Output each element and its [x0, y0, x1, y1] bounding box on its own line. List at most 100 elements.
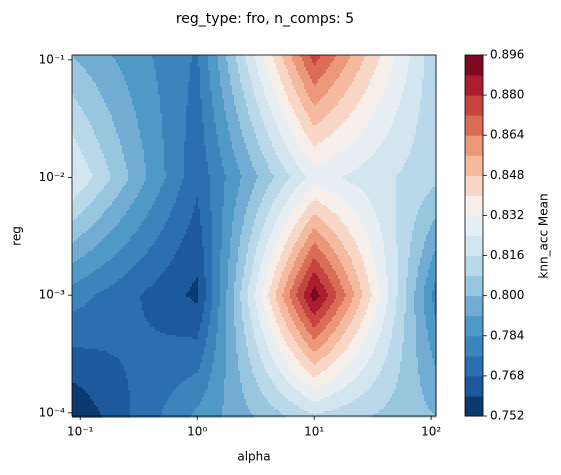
contour-band — [164, 139, 187, 142]
contour-band — [198, 101, 203, 104]
contour-band — [354, 211, 377, 214]
contour-band — [72, 225, 93, 228]
contour-band — [166, 171, 185, 174]
contour-band — [236, 277, 243, 280]
contour-band — [188, 291, 199, 294]
contour-band — [276, 121, 289, 124]
contour-band — [332, 85, 351, 88]
contour-band — [426, 323, 437, 326]
contour-band — [128, 209, 151, 212]
contour-band — [306, 369, 315, 372]
contour-band — [310, 279, 315, 282]
contour-band — [290, 295, 297, 298]
contour-band — [226, 317, 235, 320]
contour-band — [408, 65, 425, 68]
contour-band — [84, 113, 111, 116]
contour-band — [262, 257, 273, 260]
contour-band — [400, 365, 419, 368]
contour-band — [308, 331, 315, 334]
contour-band — [282, 353, 295, 356]
contour-band — [320, 359, 337, 362]
contour-band — [224, 99, 235, 102]
contour-band — [292, 385, 311, 388]
contour-band — [314, 289, 317, 292]
contour-band — [314, 361, 319, 364]
contour-band — [292, 59, 303, 62]
contour-band — [246, 143, 259, 146]
contour-band — [212, 281, 221, 284]
contour-band — [94, 133, 119, 136]
contour-band — [72, 239, 77, 242]
contour-band — [190, 287, 199, 290]
contour-band — [304, 409, 315, 412]
contour-band — [210, 375, 227, 378]
contour-band — [362, 321, 373, 324]
contour-band — [108, 109, 135, 112]
contour-band — [318, 277, 329, 280]
contour-band — [410, 57, 425, 60]
contour-band — [126, 83, 159, 86]
contour-band — [266, 273, 275, 276]
contour-band — [204, 251, 213, 254]
contour-band — [74, 261, 107, 264]
contour-band — [290, 215, 303, 218]
contour-band — [118, 137, 141, 140]
contour-band — [432, 291, 437, 294]
contour-band — [198, 373, 211, 376]
contour-band — [316, 145, 349, 148]
contour-band — [248, 107, 259, 110]
contour-band — [328, 159, 369, 162]
contour-band — [212, 371, 227, 374]
contour-band — [420, 377, 437, 380]
contour-band — [166, 221, 191, 224]
contour-band — [368, 239, 383, 242]
contour-band — [72, 183, 89, 186]
contour-band — [120, 139, 143, 142]
contour-band — [382, 367, 401, 370]
contour-band — [184, 163, 199, 166]
contour-band — [208, 335, 217, 338]
contour-band — [210, 199, 225, 202]
contour-band — [86, 69, 121, 72]
contour-band — [370, 357, 387, 360]
contour-band — [198, 171, 209, 174]
contour-band — [228, 271, 237, 274]
contour-band — [130, 407, 165, 410]
contour-band — [344, 369, 363, 372]
contour-band — [286, 377, 301, 380]
contour-band — [270, 137, 283, 140]
contour-band — [370, 245, 385, 248]
contour-band — [266, 277, 275, 280]
contour-band — [218, 327, 227, 330]
contour-band — [198, 353, 205, 356]
contour-band — [416, 317, 427, 320]
contour-band — [128, 177, 147, 180]
contour-band — [198, 57, 209, 60]
contour-band — [370, 387, 397, 390]
contour-band — [270, 263, 279, 266]
contour-band — [310, 161, 315, 164]
contour-band — [342, 265, 355, 268]
contour-band — [198, 227, 203, 230]
contour-band — [256, 307, 265, 310]
contour-band — [286, 379, 303, 382]
contour-band — [320, 121, 345, 124]
contour-band — [290, 197, 303, 200]
contour-band — [96, 221, 121, 224]
colorbar-tick-label: 0.752 — [490, 409, 524, 423]
contour-band — [188, 225, 199, 228]
contour-band — [204, 137, 219, 140]
contour-band — [262, 117, 275, 120]
contour-band — [286, 265, 295, 268]
contour-band — [398, 263, 409, 266]
contour-band — [382, 365, 401, 368]
contour-band — [330, 351, 345, 354]
contour-band — [108, 167, 127, 170]
contour-band — [302, 127, 315, 130]
contour-band — [312, 231, 315, 234]
contour-band — [160, 189, 181, 192]
contour-band — [308, 135, 315, 138]
contour-band — [208, 57, 219, 60]
contour-band — [358, 279, 369, 282]
contour-band — [224, 193, 239, 196]
